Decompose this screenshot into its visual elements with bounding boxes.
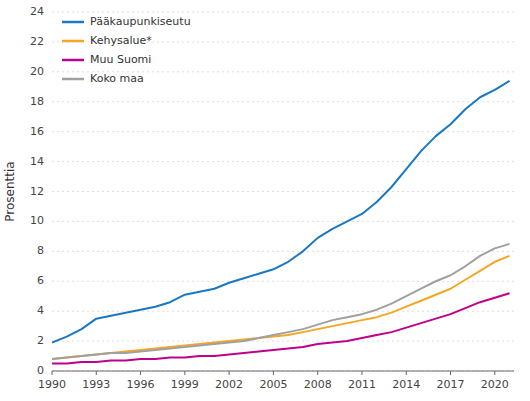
- x-tick-label: 2014: [392, 378, 420, 391]
- x-tick: [450, 371, 451, 375]
- series-line: [52, 256, 510, 359]
- grid-line: [52, 281, 514, 282]
- x-tick-label: 2008: [304, 378, 332, 391]
- grid-line: [52, 371, 514, 372]
- chart: 0246810121416182022241990199319961999200…: [0, 0, 530, 401]
- y-tick-label: 8: [37, 244, 44, 257]
- y-tick-label: 10: [30, 214, 44, 227]
- x-tick-label: 2020: [481, 378, 509, 391]
- grid-line: [52, 251, 514, 252]
- x-tick-label: 1993: [82, 378, 110, 391]
- grid-line: [52, 311, 514, 312]
- x-tick: [184, 371, 185, 375]
- x-axis-line: [52, 371, 514, 372]
- x-tick: [52, 371, 53, 375]
- y-tick-label: 2: [37, 334, 44, 347]
- series-lines: [52, 81, 510, 364]
- legend-swatch: [62, 40, 84, 43]
- grid-line: [52, 101, 514, 102]
- y-tick-label: 22: [30, 35, 44, 48]
- y-tick-label: 18: [30, 95, 44, 108]
- x-tick: [273, 371, 274, 375]
- x-tick: [229, 371, 230, 375]
- y-tick-label: 16: [30, 125, 44, 138]
- x-tick-label: 2011: [348, 378, 376, 391]
- x-tick: [361, 371, 362, 375]
- x-tick: [96, 371, 97, 375]
- x-tick: [140, 371, 141, 375]
- x-tick-label: 2017: [437, 378, 465, 391]
- legend: Pääkaupunkiseutu Kehysalue* Muu Suomi Koko …: [62, 15, 191, 85]
- x-tick-label: 1999: [171, 378, 199, 391]
- grid-line: [52, 221, 514, 222]
- grid-line: [52, 131, 514, 132]
- y-tick-label: 12: [30, 185, 44, 198]
- legend-label: Koko maa: [90, 72, 144, 85]
- grid-line: [52, 341, 514, 342]
- series-line: [52, 244, 510, 359]
- grid-line: [52, 161, 514, 162]
- legend-label: Kehysalue*: [90, 34, 152, 47]
- y-axis-label: Prosenttia: [3, 161, 17, 221]
- series-line: [52, 81, 510, 343]
- x-tick-label: 1996: [127, 378, 155, 391]
- y-tick-label: 14: [30, 155, 44, 168]
- y-tick-label: 20: [30, 65, 44, 78]
- grid-line: [52, 191, 514, 192]
- y-tick-label: 4: [37, 304, 44, 317]
- x-tick-label: 1990: [38, 378, 66, 391]
- y-tick-label: 6: [37, 274, 44, 287]
- legend-swatch: [62, 78, 84, 81]
- grid: [52, 12, 514, 371]
- legend-swatch: [62, 21, 84, 24]
- y-tick-label: 24: [30, 5, 44, 18]
- legend-label: Muu Suomi: [90, 53, 151, 66]
- x-tick-label: 2002: [215, 378, 243, 391]
- axes: 0246810121416182022241990199319961999200…: [30, 5, 514, 391]
- x-tick-label: 2005: [259, 378, 287, 391]
- legend-label: Pääkaupunkiseutu: [90, 15, 191, 28]
- y-tick-label: 0: [37, 364, 44, 377]
- x-tick: [494, 371, 495, 375]
- grid-line: [52, 12, 514, 13]
- x-tick: [406, 371, 407, 375]
- legend-swatch: [62, 59, 84, 62]
- x-tick: [317, 371, 318, 375]
